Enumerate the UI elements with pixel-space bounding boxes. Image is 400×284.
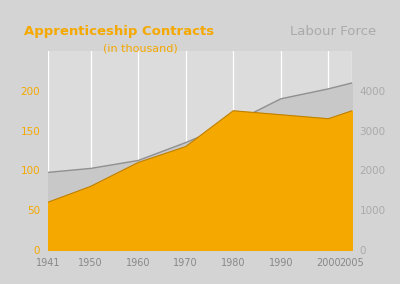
Text: (in thousand): (in thousand) <box>103 43 178 53</box>
Text: Labour Force: Labour Force <box>290 25 376 38</box>
Text: Apprenticeship Contracts: Apprenticeship Contracts <box>24 25 214 38</box>
